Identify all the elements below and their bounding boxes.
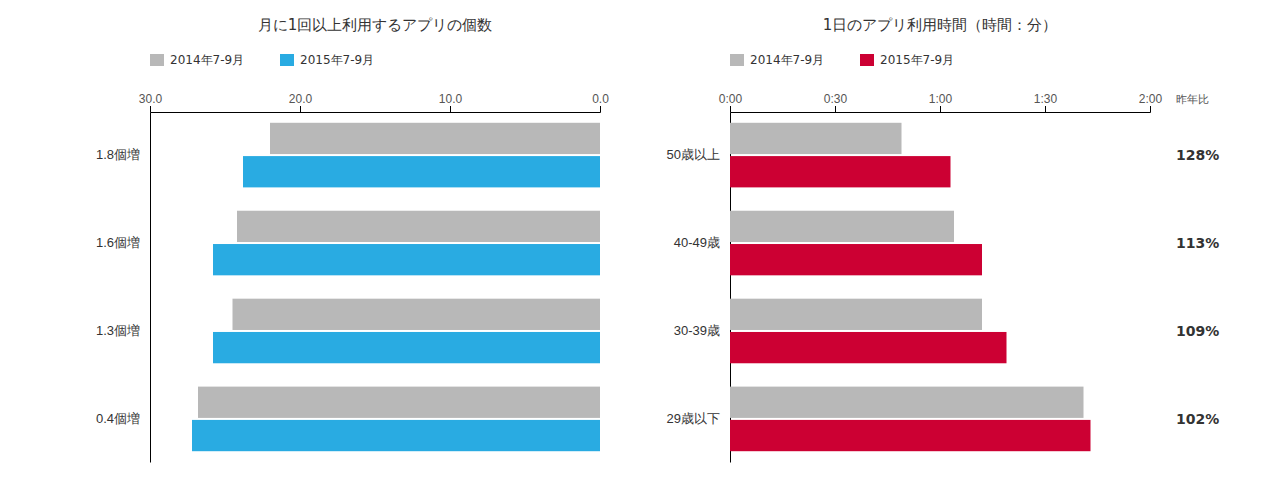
annotation-label: 102% [1176,411,1219,427]
x-tick-mark [450,106,451,112]
legend-item: 2014年7-9月 [150,53,244,67]
axis-domain [731,106,1151,113]
x-tick-mark [730,106,731,112]
x-tick: 0.0 [592,92,609,112]
annotation-label: 109% [1176,323,1219,339]
bar [237,211,600,242]
legend-swatch [150,54,164,66]
annotation-label: 113% [1176,235,1219,251]
y-tick-label: 1.3個増 [96,323,140,338]
bar [192,420,600,451]
y-tick-label: 1.6個増 [96,235,140,250]
x-tick-label: 0:30 [824,92,848,106]
x-axis: 30.0 20.0 10.0 0.0 [139,92,609,113]
x-tick-mark [940,106,941,112]
x-tick-label: 0:00 [719,92,743,106]
bars [192,123,600,451]
bar [730,420,1091,451]
y-tick: 1.8個増 [96,147,150,162]
x-tick-mark [1150,106,1151,112]
bar [730,387,1084,418]
bar [213,332,600,363]
annotations: 昨年比 102% 109% 113% 128% [1176,93,1219,427]
legend: 2014年7-9月 2015年7-9月 [150,53,374,67]
x-tick-mark [1045,106,1046,112]
legend-label: 2015年7-9月 [880,53,954,67]
x-tick: 1:00 [929,92,953,112]
x-tick-label: 30.0 [139,92,163,106]
y-tick-label: 50歳以上 [667,147,720,162]
y-axis: 29歳以下 30-39歳 40-49歳 50歳以上 [667,113,731,463]
x-tick-mark [600,106,601,112]
x-tick-label: 1:30 [1034,92,1058,106]
bar [233,299,601,330]
legend-swatch [860,54,874,66]
bar [730,244,982,275]
legend-item: 2015年7-9月 [280,53,374,67]
y-tick: 29歳以下 [667,411,730,426]
x-tick-mark [150,106,151,112]
x-tick-mark [300,106,301,112]
bar [730,332,1007,363]
y-axis: 0.4個増 1.3個増 1.6個増 1.8個増 [96,113,151,463]
x-tick-label: 20.0 [289,92,313,106]
axis-domain [151,106,601,113]
y-tick-label: 29歳以下 [667,411,720,426]
x-tick: 20.0 [289,92,313,112]
bar [198,387,600,418]
bar [730,123,902,154]
annotation-label: 128% [1176,147,1219,163]
x-tick-label: 2:00 [1139,92,1163,106]
y-tick: 0.4個増 [96,411,150,426]
bar [270,123,600,154]
y-tick: 30-39歳 [674,323,730,338]
legend-label: 2014年7-9月 [170,53,244,67]
legend-swatch [730,54,744,66]
x-tick-label: 1:00 [929,92,953,106]
bars [730,123,1091,451]
y-tick-label: 30-39歳 [674,323,720,338]
y-tick: 40-49歳 [674,235,730,250]
chart-panel: 1日のアプリ利用時間（時間：分） 0:00 0:30 1:00 1:30 2:00 29歳以… [667,16,1220,463]
bar [730,299,982,330]
chart-title: 1日のアプリ利用時間（時間：分） [823,16,1058,34]
x-tick: 10.0 [439,92,463,112]
chart-panel: 月に1回以上利用するアプリの個数 30.0 20.0 10.0 0.0 0.4個増 1.3個… [96,16,609,463]
legend-item: 2015年7-9月 [860,53,954,67]
y-tick-label: 0.4個増 [96,411,140,426]
x-tick: 1:30 [1034,92,1058,112]
x-tick: 30.0 [139,92,163,112]
legend: 2014年7-9月 2015年7-9月 [730,53,954,67]
x-tick-label: 0.0 [592,92,609,106]
bar [213,244,600,275]
annotation-title: 昨年比 [1176,93,1209,106]
axis-domain [150,113,151,463]
y-tick: 1.6個増 [96,235,150,250]
x-tick: 0:30 [824,92,848,112]
y-tick: 1.3個増 [96,323,150,338]
y-tick-label: 40-49歳 [674,235,720,250]
x-tick: 2:00 [1139,92,1163,112]
legend-swatch [280,54,294,66]
bar [730,211,954,242]
x-tick: 0:00 [719,92,743,112]
legend-label: 2014年7-9月 [750,53,824,67]
x-tick-label: 10.0 [439,92,463,106]
chart-title: 月に1回以上利用するアプリの個数 [258,16,493,34]
legend-label: 2015年7-9月 [300,53,374,67]
chart-root: 月に1回以上利用するアプリの個数 30.0 20.0 10.0 0.0 0.4個増 1.3個… [0,0,1286,493]
y-tick-label: 1.8個増 [96,147,140,162]
legend-item: 2014年7-9月 [730,53,824,67]
x-tick-mark [835,106,836,112]
bar [243,156,600,187]
x-axis: 0:00 0:30 1:00 1:30 2:00 [719,92,1163,113]
bar [730,156,951,187]
y-tick: 50歳以上 [667,147,730,162]
